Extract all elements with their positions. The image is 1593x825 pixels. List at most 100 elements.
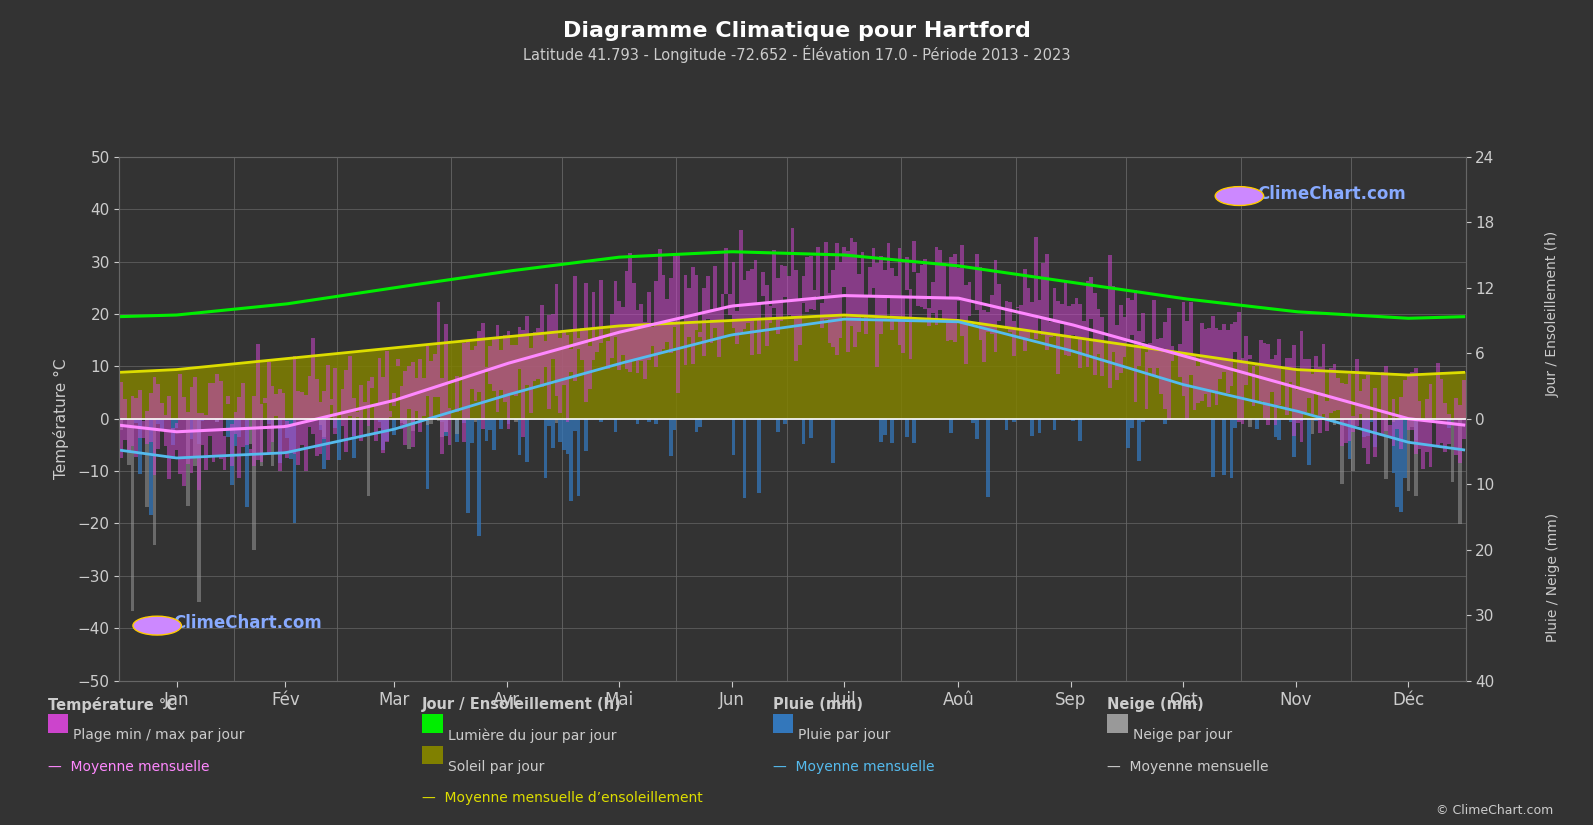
Bar bbox=[983, 324, 986, 419]
Bar bbox=[159, 419, 164, 429]
Bar bbox=[1023, 330, 1027, 419]
Bar bbox=[1395, 417, 1399, 430]
Bar bbox=[119, 382, 123, 458]
Bar bbox=[949, 320, 953, 419]
Bar bbox=[470, 340, 473, 419]
Bar bbox=[1137, 332, 1141, 365]
Bar bbox=[1297, 370, 1300, 419]
Bar bbox=[182, 397, 186, 486]
Bar bbox=[986, 313, 989, 332]
Bar bbox=[403, 346, 408, 419]
Bar bbox=[201, 419, 204, 421]
Bar bbox=[1407, 375, 1410, 431]
Bar bbox=[1112, 343, 1115, 419]
Bar bbox=[1101, 318, 1104, 376]
Bar bbox=[1067, 305, 1070, 356]
Bar bbox=[1311, 419, 1314, 434]
Bar bbox=[736, 320, 739, 419]
Bar bbox=[1012, 419, 1016, 422]
Bar bbox=[688, 288, 691, 337]
Bar bbox=[784, 318, 787, 419]
Bar bbox=[1399, 375, 1403, 419]
Bar bbox=[150, 370, 153, 419]
Bar bbox=[1141, 419, 1145, 422]
Bar bbox=[1356, 359, 1359, 426]
Bar bbox=[569, 419, 573, 501]
Bar bbox=[1348, 374, 1351, 441]
Bar bbox=[658, 324, 661, 419]
Bar bbox=[139, 371, 142, 419]
Text: Diagramme Climatique pour Hartford: Diagramme Climatique pour Hartford bbox=[562, 21, 1031, 40]
Bar bbox=[389, 411, 392, 417]
Bar bbox=[688, 323, 691, 419]
Bar bbox=[1166, 351, 1171, 419]
Bar bbox=[1278, 367, 1281, 419]
Bar bbox=[1300, 370, 1303, 419]
Bar bbox=[624, 326, 628, 419]
Bar bbox=[801, 317, 806, 419]
Bar bbox=[1395, 419, 1399, 507]
Bar bbox=[229, 419, 234, 485]
Bar bbox=[1241, 359, 1244, 424]
Bar bbox=[170, 370, 175, 419]
Bar bbox=[1163, 351, 1166, 419]
Bar bbox=[1278, 419, 1281, 440]
Bar bbox=[1090, 277, 1093, 318]
Bar bbox=[241, 384, 245, 447]
Bar bbox=[758, 304, 761, 354]
Text: ClimeChart.com: ClimeChart.com bbox=[1257, 185, 1405, 203]
Bar bbox=[175, 419, 178, 428]
Bar bbox=[1020, 329, 1023, 419]
Bar bbox=[467, 419, 470, 513]
Bar bbox=[1145, 348, 1149, 419]
Bar bbox=[293, 419, 296, 523]
Bar bbox=[1365, 373, 1370, 419]
Bar bbox=[307, 356, 311, 419]
Bar bbox=[1227, 330, 1230, 393]
Bar bbox=[1160, 338, 1163, 394]
Bar bbox=[370, 350, 374, 419]
Bar bbox=[569, 349, 573, 372]
Bar bbox=[1222, 324, 1227, 372]
Bar bbox=[1373, 388, 1376, 457]
Bar bbox=[296, 357, 299, 419]
Bar bbox=[543, 419, 548, 478]
Bar bbox=[307, 375, 311, 427]
Bar bbox=[260, 403, 263, 462]
Bar bbox=[492, 338, 495, 419]
Bar bbox=[742, 419, 747, 498]
Y-axis label: Température °C: Température °C bbox=[53, 358, 68, 479]
Bar bbox=[145, 419, 150, 507]
Bar bbox=[1325, 371, 1329, 419]
Bar bbox=[381, 378, 386, 453]
Bar bbox=[1244, 336, 1247, 384]
Bar bbox=[319, 402, 322, 455]
Bar bbox=[296, 391, 299, 465]
Bar bbox=[503, 337, 507, 419]
Bar bbox=[1362, 379, 1365, 448]
Bar bbox=[234, 364, 237, 419]
Bar bbox=[1034, 332, 1037, 419]
Bar bbox=[599, 328, 602, 419]
Bar bbox=[1446, 419, 1451, 427]
Bar bbox=[1314, 356, 1317, 391]
Bar bbox=[156, 419, 159, 424]
Bar bbox=[260, 419, 263, 466]
Bar bbox=[1241, 362, 1244, 419]
Bar bbox=[1443, 373, 1446, 419]
Bar bbox=[1096, 309, 1101, 354]
Bar bbox=[812, 317, 817, 419]
Bar bbox=[728, 294, 731, 315]
Bar bbox=[1255, 364, 1258, 419]
Bar bbox=[824, 242, 827, 319]
Bar bbox=[1388, 374, 1392, 419]
Bar bbox=[1458, 404, 1462, 463]
Bar bbox=[961, 244, 964, 336]
Bar bbox=[1056, 335, 1059, 419]
Bar bbox=[204, 415, 209, 470]
Bar bbox=[288, 358, 293, 419]
Bar bbox=[1008, 328, 1012, 419]
Bar bbox=[481, 323, 484, 429]
Bar bbox=[381, 419, 386, 450]
Bar bbox=[1118, 419, 1123, 421]
